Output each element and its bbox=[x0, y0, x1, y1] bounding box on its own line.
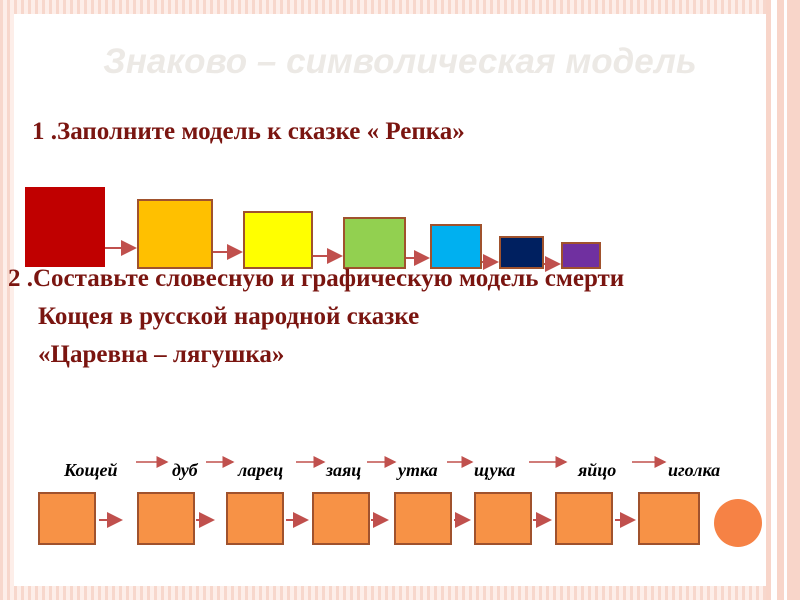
model-box-7 bbox=[555, 492, 613, 545]
model-box-5 bbox=[394, 492, 452, 545]
model-box-6 bbox=[474, 492, 532, 545]
slide-canvas bbox=[14, 14, 766, 586]
word-pike: щука bbox=[474, 460, 516, 480]
model-box-4 bbox=[312, 492, 370, 545]
task-2-line-2: Кощея в русской народной сказке bbox=[38, 303, 420, 330]
square-red bbox=[25, 187, 105, 267]
model-box-3 bbox=[226, 492, 284, 545]
square-navy bbox=[499, 236, 544, 269]
model-box-1 bbox=[38, 492, 96, 545]
word-needle: иголка bbox=[668, 460, 721, 480]
model-box-2 bbox=[137, 492, 195, 545]
square-purple bbox=[561, 242, 601, 269]
word-duck: утка bbox=[398, 460, 438, 480]
word-oak: дуб bbox=[172, 460, 198, 480]
word-hare: заяц bbox=[326, 460, 362, 480]
square-green bbox=[343, 217, 406, 269]
square-yellow bbox=[243, 211, 313, 269]
square-blue bbox=[430, 224, 482, 269]
word-koschei: Кощей bbox=[64, 460, 118, 480]
end-circle bbox=[714, 499, 762, 547]
square-orange bbox=[137, 199, 213, 269]
task-2-line-1: 2 .Составьте словесную и графическую мод… bbox=[8, 265, 625, 292]
task-1-text: 1 .Заполните модель к сказке « Репка» bbox=[32, 118, 465, 145]
slide-title: Знаково – символическая модель bbox=[103, 42, 697, 81]
model-box-8 bbox=[638, 492, 700, 545]
word-chest: ларец bbox=[238, 460, 284, 480]
right-border-band bbox=[766, 0, 800, 600]
word-egg: яйцо bbox=[578, 460, 617, 480]
task-2-line-3: «Царевна – лягушка» bbox=[38, 341, 285, 368]
repka-arrows bbox=[105, 240, 561, 272]
